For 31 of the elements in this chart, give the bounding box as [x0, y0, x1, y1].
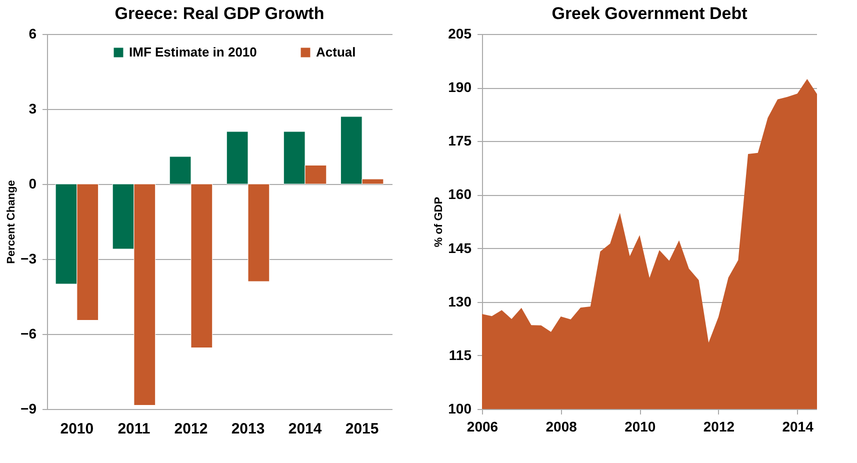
x-tick-label: 2010	[60, 420, 94, 438]
y-tick-label: 130	[448, 293, 472, 310]
y-tick-label: 205	[448, 26, 472, 42]
x-tick-label: 2013	[231, 420, 265, 438]
y-tick-label: 190	[448, 79, 472, 96]
y-axis-title: Percent Change	[6, 180, 18, 264]
chart-title: Greece: Real GDP Growth	[114, 4, 324, 23]
x-tick-label: 2006	[466, 418, 498, 434]
chart-title: Greek Government Debt	[552, 4, 748, 23]
y-tick-label: −3	[20, 250, 37, 266]
x-tick-label: 2015	[345, 420, 379, 438]
y-tick-label: 145	[448, 240, 472, 256]
y-tick-label: 3	[28, 100, 37, 116]
y-tick-label: 100	[448, 400, 472, 416]
y-tick-label: 160	[448, 186, 472, 202]
x-tick-label: 2012	[174, 420, 208, 438]
x-tick-label: 2008	[546, 418, 578, 434]
y-tick-label: 0	[28, 176, 37, 192]
x-tick-label: 2014	[782, 418, 814, 434]
x-tick-label: 2012	[703, 418, 735, 434]
legend-label: Actual	[316, 44, 356, 60]
x-tick-label: 2011	[118, 420, 150, 438]
legend-label: IMF Estimate in 2010	[129, 44, 257, 60]
x-tick-label: 2010	[624, 418, 656, 434]
y-tick-label: −6	[20, 326, 37, 342]
y-axis-title: % of GDP	[433, 196, 446, 248]
x-tick-label: 2014	[288, 420, 322, 438]
y-tick-label: 115	[448, 346, 472, 363]
y-tick-label: 6	[28, 26, 37, 42]
y-tick-label: −9	[20, 400, 37, 416]
y-tick-label: 175	[448, 132, 472, 149]
